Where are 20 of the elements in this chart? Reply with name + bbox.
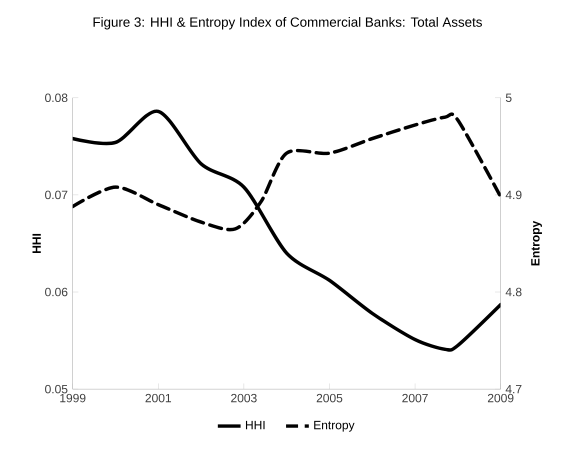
legend-label: Entropy: [314, 420, 355, 432]
y2-tick-label: 4.8: [506, 288, 522, 296]
x-tick-label: 2005: [316, 394, 342, 402]
x-tick-label: 2007: [402, 394, 428, 402]
y-tick-label: 0.07: [45, 190, 68, 200]
y-tick-label: 0.05: [45, 384, 68, 394]
y2-tick-label: 4.9: [506, 190, 522, 200]
x-tick-label: 2009: [488, 394, 514, 402]
line-series: [72, 110, 501, 352]
y2-tick-label: 5: [506, 94, 512, 102]
y-tick-label: 0.06: [45, 288, 68, 296]
x-tick-label: 2003: [231, 394, 257, 402]
chart-title: Figure 3: HHI & Entropy Index of Commercial Banks: Total Assets: [94, 17, 482, 30]
y-axis-title: HHI: [32, 234, 41, 253]
legend-label: HHI: [246, 420, 265, 430]
x-tick-label: 2001: [146, 394, 172, 402]
y2-tick-label: 4.7: [506, 384, 522, 394]
y2-axis-title: Entropy: [531, 220, 542, 266]
y-tick-label: 0.08: [45, 94, 68, 102]
x-tick-label: 1999: [60, 394, 86, 402]
